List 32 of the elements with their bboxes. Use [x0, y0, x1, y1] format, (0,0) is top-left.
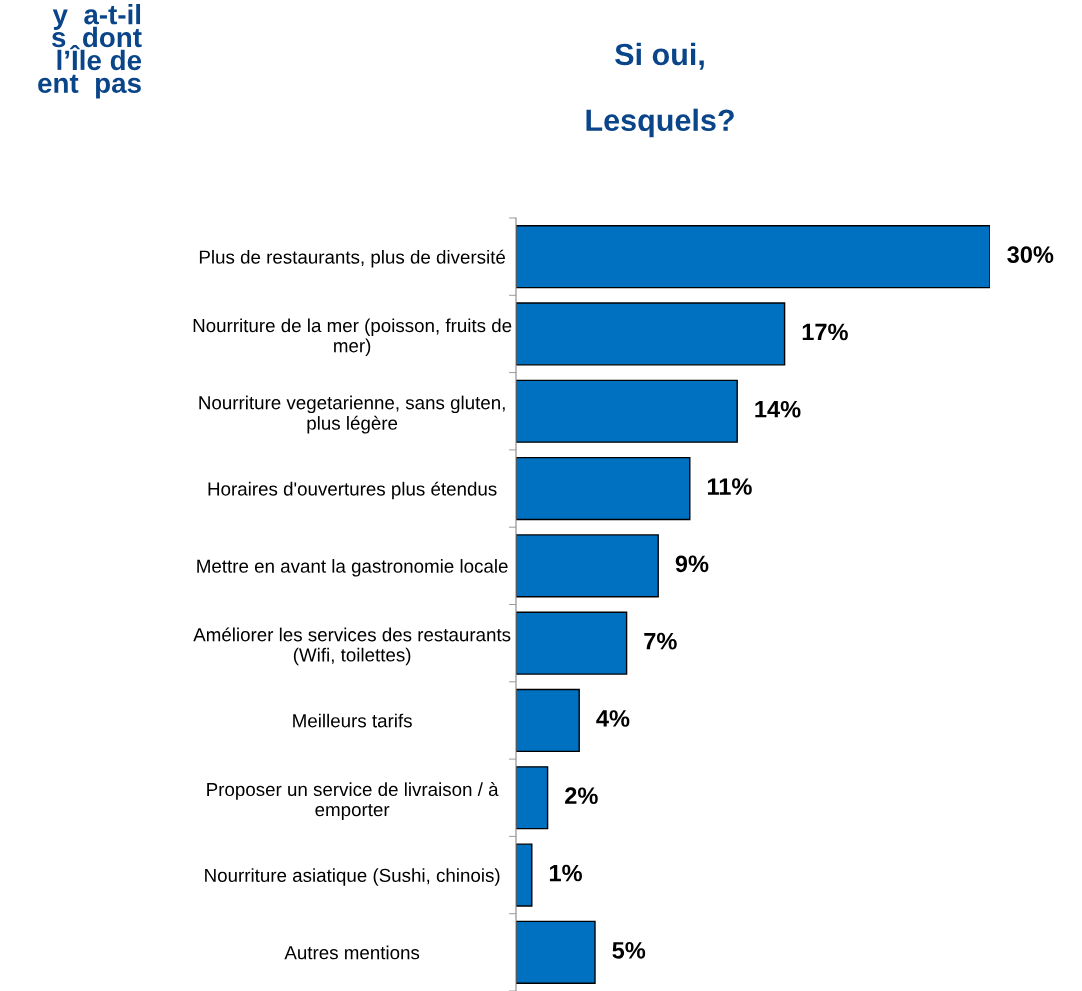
bar	[516, 611, 628, 675]
data-label: 4%	[596, 710, 630, 727]
y-tick-label: Nourriture asiatique (Sushi, chinois)	[205, 868, 500, 886]
bar	[516, 766, 549, 830]
data-label: 5%	[612, 942, 646, 959]
bar	[516, 302, 786, 366]
data-label: 14%	[755, 400, 801, 418]
bar	[516, 225, 990, 289]
bar	[516, 379, 738, 443]
y-tick-label: Nourriture de la mer (poisson, fruits de mer)	[193, 318, 512, 357]
data-label: 9%	[675, 555, 709, 573]
data-label: 17%	[802, 323, 848, 341]
chart-title: Si oui, Lesquels?	[586, 42, 734, 138]
y-tick-label: Autres mentions	[284, 945, 420, 960]
y-tick-label: Proposer un service de livraison / à emporter	[207, 782, 499, 820]
text: y a-t-il s dont l’Île de ent pas	[38, 4, 142, 99]
data-label: 1%	[549, 864, 582, 882]
y-tick-label: Mettre en avant la gastronomie locale	[197, 559, 508, 577]
bar	[516, 688, 580, 753]
y-tick-label: Meilleurs tarifs	[293, 713, 412, 728]
y-tick-label: Nourriture vegetarienne, sans gluten, plus légère	[199, 395, 505, 434]
data-label: 7%	[644, 632, 677, 650]
data-label: 30%	[1007, 246, 1054, 264]
bar	[516, 920, 596, 984]
data-label: 2%	[565, 787, 598, 805]
bar	[516, 534, 659, 598]
data-label: 11%	[707, 478, 752, 495]
bar	[516, 456, 691, 521]
bar	[516, 843, 533, 907]
y-tick-label: Améliorer les services des restaurants (Wifi, toilettes)	[193, 627, 511, 666]
y-tick-label: Plus de restaurants, plus de diversité	[199, 249, 506, 268]
y-tick-label: Horaires d'ouvertures plus étendus	[208, 481, 497, 500]
